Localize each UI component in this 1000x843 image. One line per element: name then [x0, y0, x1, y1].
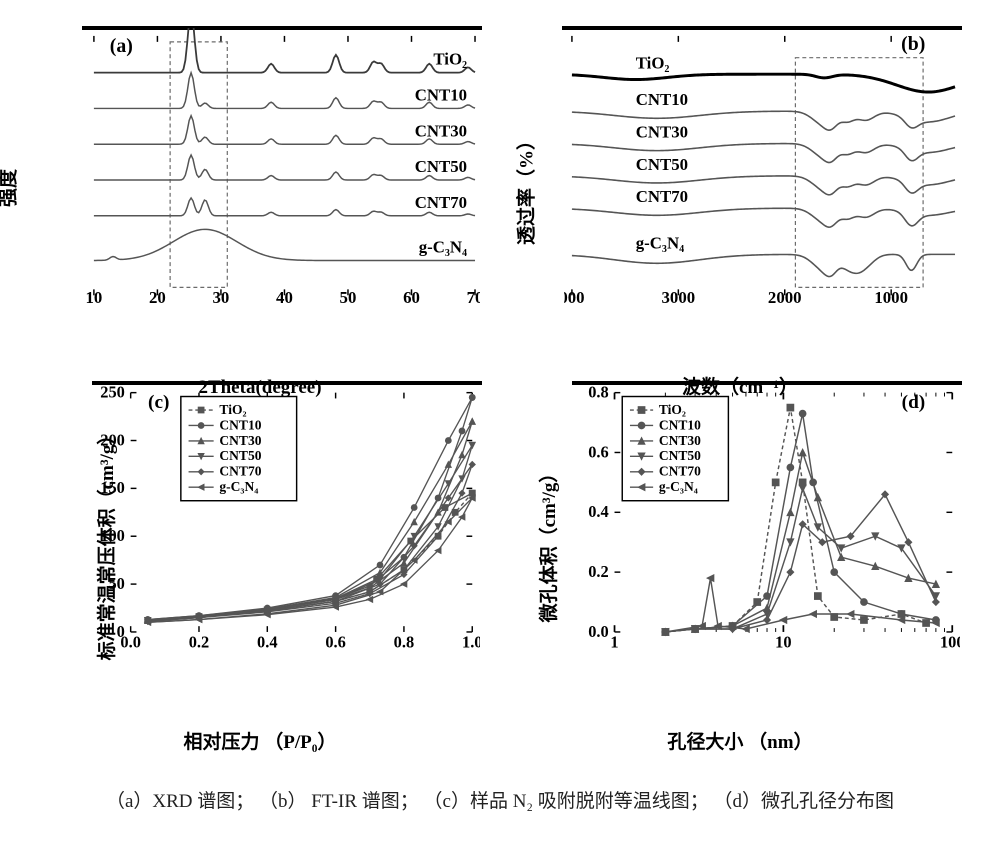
svg-text:TiO₂: TiO₂ — [433, 50, 467, 69]
svg-text:100: 100 — [940, 632, 960, 651]
svg-text:g-C₃N₄: g-C₃N₄ — [219, 479, 258, 494]
svg-text:CNT30: CNT30 — [659, 433, 701, 448]
panel-a-ylabel: 强度 — [0, 168, 21, 206]
svg-text:(c): (c) — [148, 392, 169, 413]
panel-b: TiO₂CNT10CNT30CNT50CNT70g-C₃N₄(b)0003000… — [562, 26, 962, 30]
svg-text:(b): (b) — [901, 33, 925, 55]
panel-b-ylabel: 透过率（%） — [512, 130, 539, 244]
svg-text:1000: 1000 — [874, 288, 908, 305]
svg-text:CNT50: CNT50 — [636, 155, 688, 174]
svg-text:0.4: 0.4 — [588, 502, 608, 521]
svg-text:70: 70 — [467, 288, 480, 305]
svg-text:(d): (d) — [902, 392, 926, 413]
svg-text:1: 1 — [610, 632, 618, 651]
svg-text:0.2: 0.2 — [588, 562, 608, 581]
svg-text:g-C₃N₄: g-C₃N₄ — [636, 233, 684, 252]
svg-text:50: 50 — [340, 288, 357, 305]
svg-text:TiO₂: TiO₂ — [636, 53, 670, 72]
svg-text:CNT30: CNT30 — [415, 121, 467, 140]
svg-text:0: 0 — [117, 622, 125, 641]
panel-d-xlabel: 孔径大小 （nm） — [667, 727, 812, 754]
svg-text:CNT50: CNT50 — [219, 448, 261, 463]
svg-text:250: 250 — [100, 383, 125, 401]
svg-text:2000: 2000 — [768, 288, 802, 305]
svg-text:g-C₃N₄: g-C₃N₄ — [659, 479, 698, 494]
svg-text:30: 30 — [213, 288, 230, 305]
svg-text:10: 10 — [775, 632, 791, 651]
svg-text:1.0: 1.0 — [462, 632, 480, 651]
svg-text:CNT70: CNT70 — [415, 193, 467, 212]
svg-text:CNT30: CNT30 — [636, 123, 688, 142]
svg-text:g-C₃N₄: g-C₃N₄ — [419, 238, 467, 257]
svg-text:CNT50: CNT50 — [659, 448, 701, 463]
svg-text:CNT50: CNT50 — [415, 157, 467, 176]
svg-text:CNT70: CNT70 — [636, 187, 688, 206]
svg-text:CNT10: CNT10 — [636, 90, 688, 109]
svg-text:CNT10: CNT10 — [219, 417, 261, 432]
svg-text:0.6: 0.6 — [325, 632, 345, 651]
svg-text:CNT10: CNT10 — [415, 86, 467, 105]
panel-c: 0.00.20.40.60.81.0050100150200250TiO₂CNT… — [92, 381, 482, 385]
svg-text:TiO₂: TiO₂ — [659, 402, 686, 417]
svg-text:CNT30: CNT30 — [219, 433, 261, 448]
svg-text:(a): (a) — [110, 35, 133, 57]
svg-text:20: 20 — [149, 288, 166, 305]
svg-text:10: 10 — [85, 288, 102, 305]
caption-a: （a）XRD 谱图； — [106, 791, 254, 812]
svg-text:0.8: 0.8 — [588, 383, 608, 401]
svg-text:150: 150 — [100, 478, 125, 497]
svg-text:0.2: 0.2 — [189, 632, 209, 651]
svg-text:200: 200 — [100, 430, 125, 449]
svg-text:60: 60 — [403, 288, 420, 305]
svg-text:0.4: 0.4 — [257, 632, 277, 651]
caption-c: （c）样品 N₂ 吸附脱附等温线图； — [424, 791, 709, 812]
svg-text:CNT70: CNT70 — [219, 464, 261, 479]
panel-d: 1101000.00.20.40.60.8TiO₂CNT10CNT30CNT50… — [572, 381, 962, 385]
svg-text:TiO₂: TiO₂ — [219, 402, 246, 417]
figure-caption: （a）XRD 谱图； （b） FT-IR 谱图； （c）样品 N₂ 吸附脱附等温… — [0, 786, 1000, 813]
caption-d: （d）微孔孔径分布图 — [714, 791, 895, 812]
svg-text:000: 000 — [564, 288, 585, 305]
svg-text:0.6: 0.6 — [588, 442, 608, 461]
caption-b: （b） FT-IR 谱图； — [259, 791, 419, 812]
panel-c-xlabel: 相对压力 （P/P₀） — [184, 727, 337, 754]
panel-a: TiO₂CNT10CNT30CNT50CNT70g-C₃N₄(a)1020304… — [82, 26, 482, 30]
svg-text:CNT10: CNT10 — [659, 417, 701, 432]
svg-text:0.8: 0.8 — [394, 632, 414, 651]
panel-d-ylabel: 微孔体积（cm³/g） — [534, 463, 561, 622]
svg-text:100: 100 — [100, 526, 125, 545]
svg-text:CNT70: CNT70 — [659, 464, 701, 479]
svg-text:40: 40 — [276, 288, 293, 305]
svg-text:0.0: 0.0 — [588, 622, 608, 641]
svg-text:50: 50 — [108, 574, 124, 593]
svg-text:3000: 3000 — [662, 288, 696, 305]
